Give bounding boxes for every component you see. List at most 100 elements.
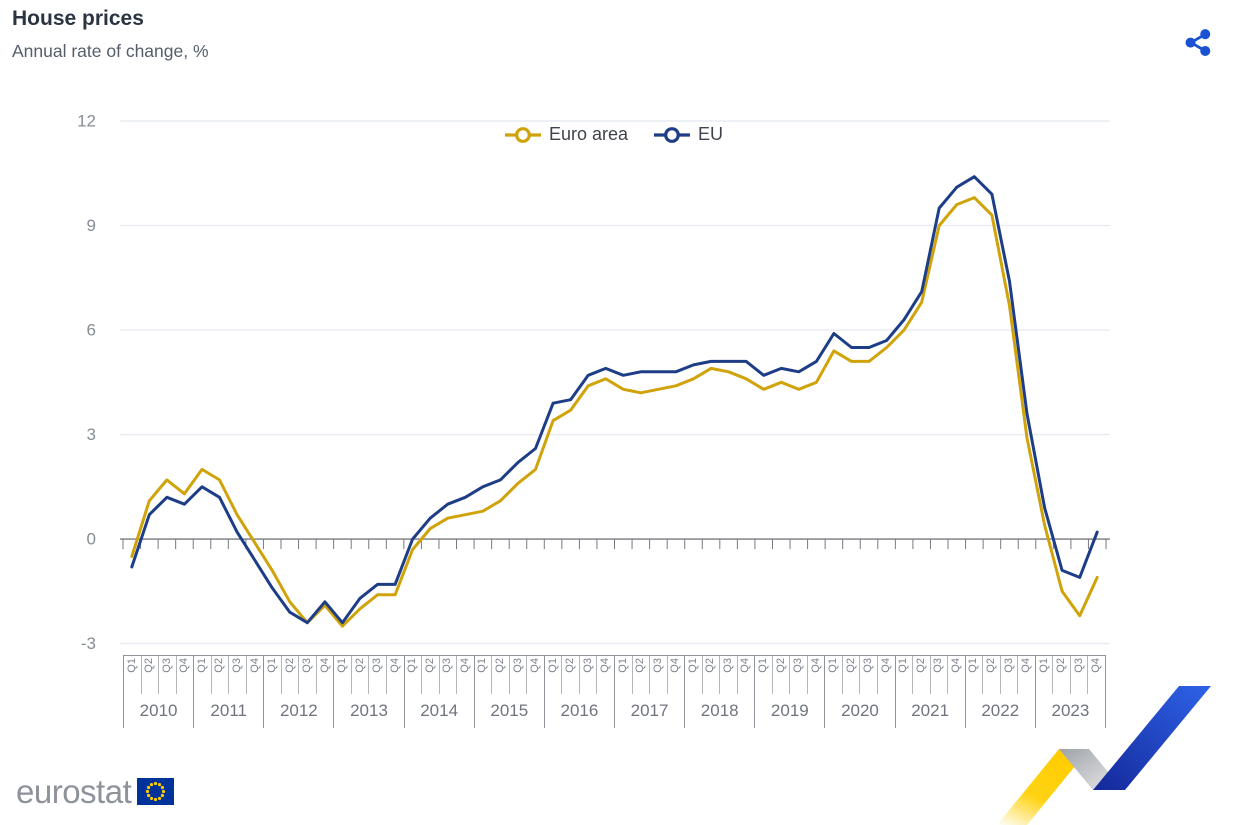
x-axis-quarter-label: Q2 [844,658,857,673]
share-button[interactable] [1184,28,1212,56]
x-axis-year-group: Q1 Q2 Q3 Q4 2016 [545,656,615,728]
x-axis-quarter-label: Q1 [406,658,419,673]
x-axis-quarter-label: Q3 [581,658,594,673]
x-axis-year-label: 2020 [841,701,879,720]
x-axis-quarter-label: Q3 [651,658,664,673]
x-axis-quarter-label: Q1 [686,658,699,673]
y-axis-tick-label: 0 [87,530,96,549]
chart-header: House prices Annual rate of change, % [12,6,209,62]
x-axis-quarter-label: Q2 [634,658,647,673]
x-axis-quarter-label: Q3 [862,658,875,673]
x-axis-year-label: 2017 [630,701,669,720]
x-axis-quarter-label: Q4 [809,658,822,673]
x-axis: Q1 Q2 Q3 Q4 2010 Q1 Q2 Q3 Q4 2011 Q1 Q2 Q3 Q4 2012 Q1 Q2… [123,655,1106,728]
x-axis-year-group: Q1 Q2 Q3 Q4 2018 [685,656,756,728]
x-axis-quarter-label: Q1 [757,658,770,673]
eurostat-logo: eurostat [16,773,175,810]
y-axis-tick-label: 9 [87,216,96,235]
line-marker-icon [504,126,541,143]
x-axis-quarter-label: Q1 [827,658,840,673]
y-axis-tick-label: 6 [87,321,96,340]
x-axis-year-group: Q1 Q2 Q3 Q4 2021 [896,656,966,728]
legend-label-euro-area: Euro area [548,124,629,144]
x-axis-year-group: Q1 Q2 Q3 Q4 2014 [405,656,475,728]
x-axis-quarter-label: Q2 [984,658,997,673]
x-axis-year-group: Q1 Q2 Q3 Q4 2019 [755,656,826,728]
x-axis-quarter-label: Q4 [1090,658,1103,673]
legend-item-eu[interactable]: EU [654,124,723,145]
y-axis-tick-label: -3 [81,634,96,653]
series-line-eu [130,175,1099,625]
legend-item-euro-area[interactable]: Euro area [504,124,629,145]
x-axis-year-group: Q1 Q2 Q3 Q4 2022 [966,656,1036,728]
x-axis-quarter-label: Q3 [792,658,805,673]
x-axis-quarter-label: Q4 [248,658,261,673]
series-line-euro-area [130,196,1099,628]
x-axis-quarter-label: Q2 [564,658,577,673]
x-axis-quarter-label: Q1 [195,658,208,673]
y-axis-tick-label: 3 [87,425,96,444]
x-axis-year-label: 2022 [981,701,1020,720]
x-axis-quarter-label: Q1 [125,658,138,673]
x-axis-quarter-label: Q2 [494,658,506,673]
x-axis-quarter-label: Q4 [739,658,752,673]
x-axis-quarter-label: Q3 [441,658,454,673]
line-marker-icon [654,126,691,143]
x-axis-quarter-label: Q3 [230,658,243,673]
x-axis-quarter-label: Q1 [476,658,489,673]
legend: Euro area EU [504,124,723,145]
x-axis-year-group: Q1 Q2 Q3 Q4 2017 [615,656,686,728]
eu-flag-icon [137,778,175,805]
x-axis-year-label: 2021 [911,701,950,720]
eurostat-ribbon-decoration [997,686,1211,825]
x-axis-year-group: Q1 Q2 Q3 Q4 2023 [1036,656,1106,728]
x-axis-quarter-label: Q4 [879,658,892,673]
share-icon [1185,29,1211,56]
x-axis-quarter-label: Q3 [301,658,314,673]
x-axis-year-group: Q1 Q2 Q3 Q4 2015 [475,656,545,728]
x-axis-quarter-label: Q2 [704,658,717,673]
x-axis-quarter-label: Q4 [599,658,612,673]
x-axis-quarter-label: Q4 [388,658,401,673]
x-axis-year-group: Q1 Q2 Q3 Q4 2012 [264,656,335,728]
x-axis-quarter-label: Q1 [967,658,980,673]
x-axis-quarter-label: Q3 [511,658,524,673]
x-axis-year-label: 2023 [1051,701,1090,720]
x-axis-year-label: 2014 [420,701,459,720]
x-axis-quarter-label: Q3 [371,658,384,673]
x-axis-quarter-label: Q2 [914,658,927,673]
x-axis-quarter-label: Q1 [336,658,349,673]
x-axis-quarter-label: Q2 [423,658,436,673]
x-axis-year-group: Q1 Q2 Q3 Q4 2020 [825,656,896,728]
chart-title: House prices [12,7,144,30]
x-axis-year-label: 2012 [279,701,318,720]
x-axis-quarter-label: Q1 [897,658,910,673]
y-axis-tick-label: 12 [77,112,96,131]
x-axis-year-label: 2013 [350,701,388,720]
x-axis-quarter-label: Q4 [1020,658,1033,673]
x-axis-quarter-label: Q1 [266,658,279,673]
x-axis-quarter-label: Q2 [283,658,296,673]
x-axis-quarter-label: Q3 [160,658,173,673]
x-axis-quarter-label: Q4 [458,658,471,673]
x-axis-year-label: 2011 [210,701,247,720]
chart-subtitle: Annual rate of change, % [12,41,209,62]
x-axis-quarter-label: Q2 [774,658,787,673]
x-axis-quarter-label: Q1 [546,658,559,673]
x-axis-quarter-label: Q3 [1072,658,1085,673]
x-axis-quarter-label: Q3 [721,658,734,673]
x-axis-quarter-label: Q4 [949,658,962,673]
x-axis-quarter-label: Q2 [143,658,156,673]
x-axis-year-group: Q1 Q2 Q3 Q4 2013 [334,656,405,728]
x-axis-quarter-label: Q4 [318,658,331,673]
x-axis-year-label: 2010 [139,701,178,720]
x-axis-quarter-label: Q1 [616,658,629,673]
x-axis-quarter-label: Q4 [669,658,682,673]
x-axis-year-group: Q1 Q2 Q3 Q4 2010 [123,656,195,728]
x-axis-year-label: 2015 [490,701,529,720]
x-axis-quarter-label: Q3 [1002,658,1015,673]
eurostat-logo-text: eurostat [16,773,132,810]
x-axis-quarter-label: Q2 [1055,658,1068,673]
x-axis-year-label: 2018 [700,701,739,720]
